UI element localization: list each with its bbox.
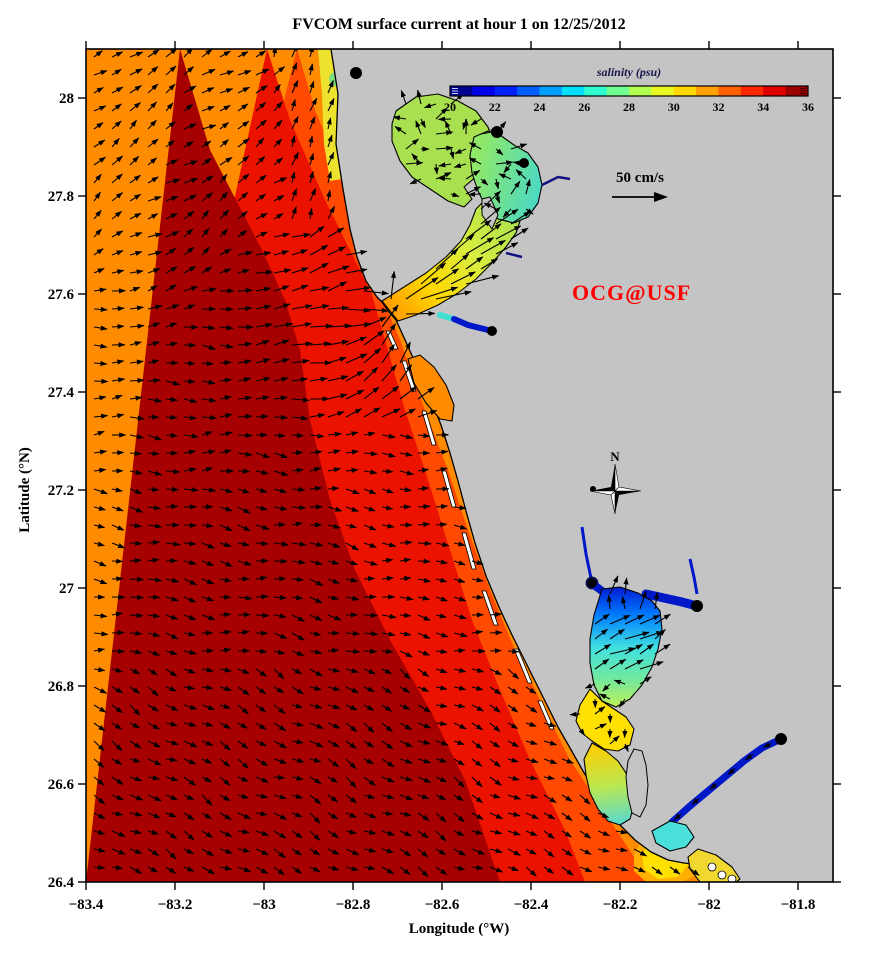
axis-ticks: −83.4 −83.2 −83 −82.8 −82.6 −82.4 −82.2 −82 −81.… (48, 41, 841, 913)
caloosahatchee-river (668, 735, 785, 826)
colorbar-tick-label: 26 (578, 100, 590, 114)
colorbar-tick-label: 24 (534, 100, 546, 114)
colorbar-label: salinity (psu) (596, 65, 661, 79)
watermark-text: OCG@USF (572, 280, 691, 305)
y-axis-label: Latitude (°N) (17, 447, 33, 533)
plot-frame (85, 48, 834, 883)
barrier-islands (385, 330, 737, 882)
x-tick-label: −83 (252, 897, 276, 913)
x-tick-label: −82.8 (336, 897, 371, 913)
station-marker (350, 67, 362, 79)
station-marker (491, 126, 503, 138)
y-tick-label: 26.6 (48, 777, 75, 793)
colorbar: salinity (psu) 20 22 24 26 28 30 32 34 36 (444, 65, 814, 114)
x-tick-label: −83.2 (158, 897, 193, 913)
colorbar-tick-label: 30 (668, 100, 680, 114)
barrier-island (481, 590, 499, 626)
colorbar-tick-label: 34 (757, 100, 769, 114)
station-marker (587, 578, 597, 588)
station-marker (487, 326, 497, 336)
y-tick-label: 26.8 (48, 679, 74, 695)
manatee-river (451, 316, 495, 334)
colorbar-tick-label: 22 (489, 100, 501, 114)
x-tick-label: −83.4 (69, 897, 104, 913)
chart-title: FVCOM surface current at hour 1 on 12/25… (292, 16, 625, 33)
y-tick-label: 27.6 (48, 287, 75, 303)
y-tick-label: 27.2 (48, 483, 74, 499)
compass-rose: N (589, 449, 642, 515)
scale-label: 50 cm/s (616, 170, 664, 186)
pine-island-sound (583, 742, 635, 826)
station-markers (350, 67, 787, 745)
barrier-island (385, 330, 399, 350)
y-tick-label: 26.4 (48, 875, 75, 891)
y-tick-label: 28 (59, 91, 74, 107)
velocity-scale-legend: 50 cm/s (612, 170, 668, 202)
gasparilla-sound (575, 688, 635, 752)
salinity-band-36psu (86, 49, 500, 882)
barrier-island (461, 532, 477, 570)
current-arrow-field (93, 49, 772, 878)
x-tick-label: −82.4 (514, 897, 549, 913)
coastline (330, 49, 725, 882)
x-axis-label: Longitude (°W) (409, 921, 510, 937)
y-tick-label: 27.8 (48, 189, 74, 205)
station-marker (775, 733, 787, 745)
y-tick-label: 27.4 (48, 385, 75, 401)
map-area (85, 48, 834, 883)
colorbar-tick-label: 32 (713, 100, 725, 114)
colorbar-tick-label: 20 (444, 100, 456, 114)
colorbar-tick-label: 36 (802, 100, 814, 114)
scale-arrow-head-icon (654, 192, 668, 202)
barrier-island (537, 700, 555, 730)
x-tick-label: −82 (697, 897, 721, 913)
colorbar-segments: 20 22 24 26 28 30 32 34 36 (444, 85, 814, 114)
x-tick-label: −81.8 (781, 897, 816, 913)
compass-north-label: N (610, 449, 620, 464)
station-marker (691, 600, 703, 612)
compass-star-icon (589, 463, 642, 515)
pine-island (625, 748, 649, 818)
x-tick-label: −82.6 (425, 897, 460, 913)
station-marker (519, 158, 529, 168)
colorbar-tick-label: 28 (623, 100, 635, 114)
myakka-river (580, 526, 594, 584)
y-tick-label: 27 (59, 581, 75, 597)
x-tick-label: −82.2 (603, 897, 638, 913)
san-carlos-bay (651, 820, 695, 852)
